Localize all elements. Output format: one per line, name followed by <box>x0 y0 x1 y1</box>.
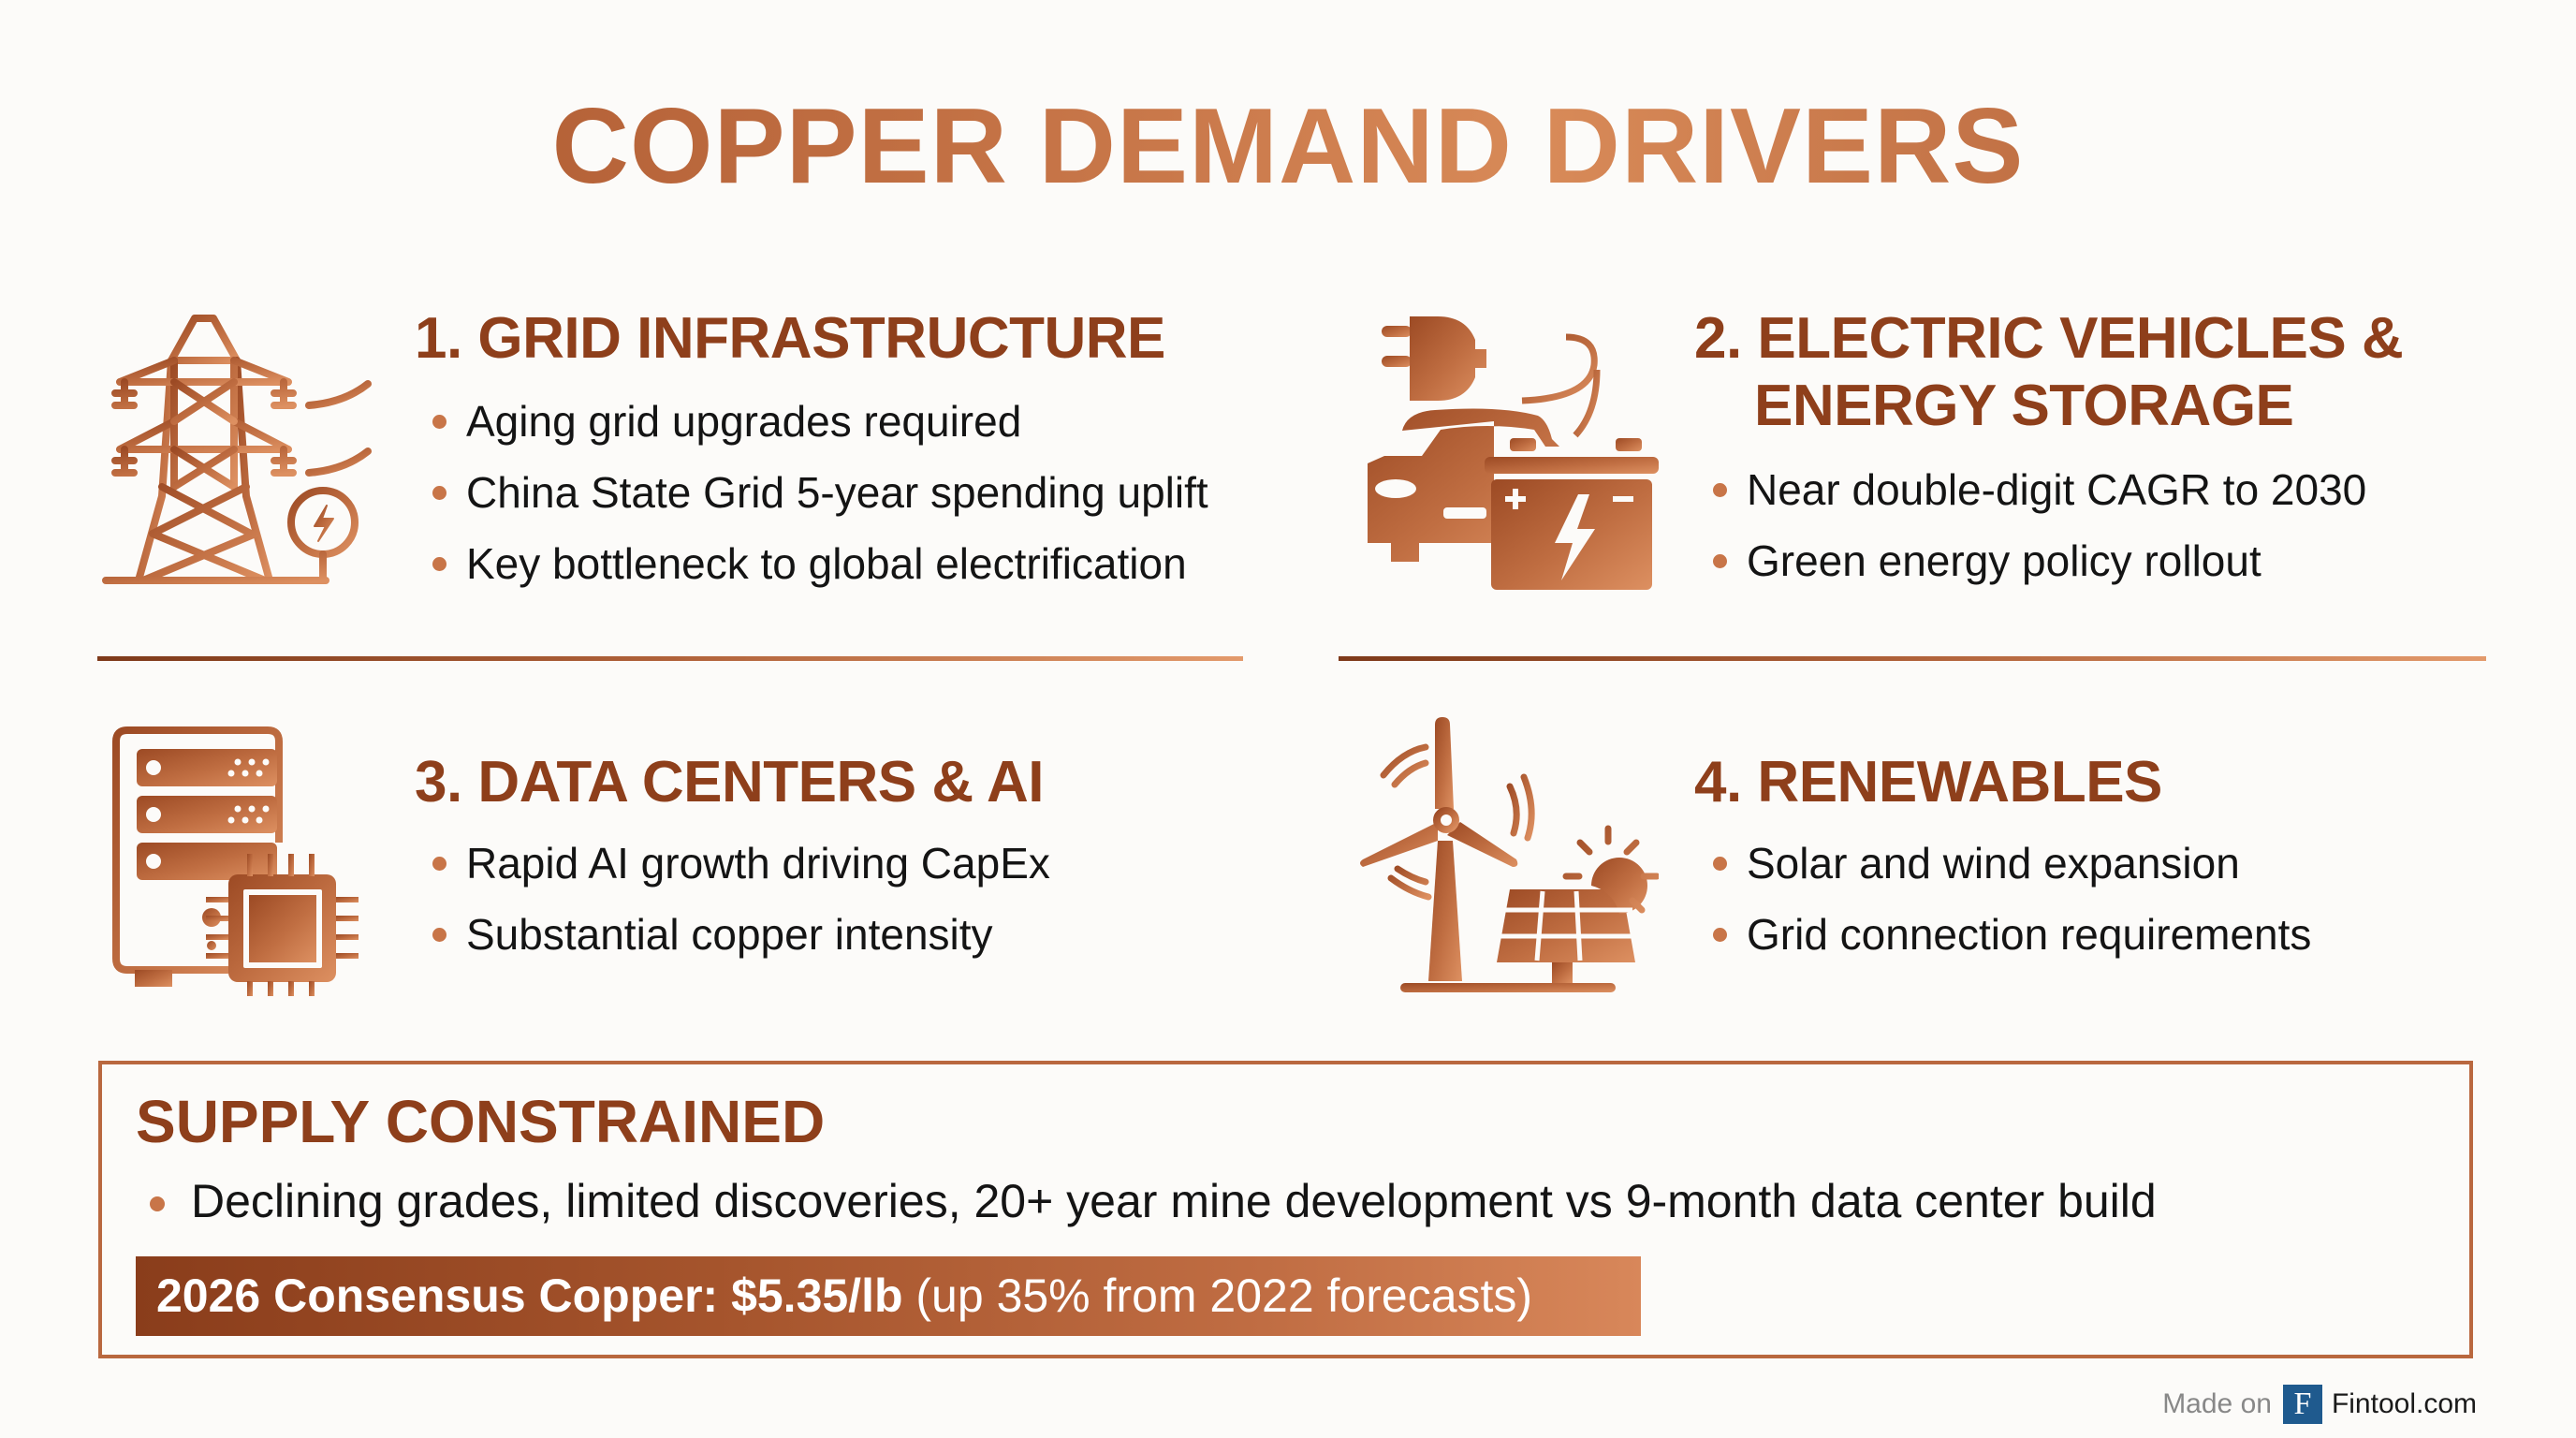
price-banner: 2026 Consensus Copper: $5.35/lb (up 35% … <box>136 1256 1641 1336</box>
list-item: Green energy policy rollout <box>1713 525 2366 596</box>
ev-battery-icon <box>1368 316 1659 590</box>
section-heading: 3. DATA CENTERS & AI <box>415 750 1045 814</box>
bullet-list: Solar and wind expansion Grid connection… <box>1713 828 2311 970</box>
server-chip-icon <box>112 726 359 996</box>
section-heading: 2. ELECTRIC VEHICLES & ENERGY STORAGE <box>1694 306 2404 438</box>
wind-solar-icon <box>1360 717 1659 992</box>
list-item: China State Grid 5-year spending uplift <box>432 457 1208 528</box>
supply-constrained-box <box>98 1061 2473 1358</box>
fintool-logo-icon: F <box>2282 1385 2322 1424</box>
made-on-label: Made on <box>2162 1388 2272 1419</box>
bullet-dot-icon <box>1713 928 1727 942</box>
bullet-list: Rapid AI growth driving CapEx Substantia… <box>432 828 1050 970</box>
list-item: Rapid AI growth driving CapEx <box>432 828 1050 899</box>
bullet-dot-icon <box>1713 483 1727 497</box>
section-heading: 4. RENEWABLES <box>1694 750 2162 814</box>
bullet-dot-icon <box>1713 857 1727 871</box>
list-item: Grid connection requirements <box>1713 899 2311 970</box>
bullet-dot-icon <box>432 928 446 942</box>
divider-left <box>97 656 1243 661</box>
fintool-link[interactable]: Fintool.com <box>2331 1388 2477 1419</box>
bullet-dot-icon <box>432 486 446 500</box>
footer-attribution[interactable]: Made on F Fintool.com <box>2162 1384 2477 1425</box>
bullet-dot-icon <box>432 857 446 871</box>
bullet-dot-icon <box>432 557 446 571</box>
list-item: Key bottleneck to global electrification <box>432 528 1208 599</box>
bullet-dot-icon <box>1713 554 1727 568</box>
bullet-dot-icon <box>432 415 446 429</box>
list-item: Solar and wind expansion <box>1713 828 2311 899</box>
price-change-note: (up 35% from 2022 forecasts) <box>902 1269 1533 1322</box>
bullet-list: Aging grid upgrades required China State… <box>432 386 1208 599</box>
list-item: Substantial copper intensity <box>432 899 1050 970</box>
supply-title: SUPPLY CONSTRAINED <box>136 1088 826 1155</box>
section-heading: 1. GRID INFRASTRUCTURE <box>415 306 1165 371</box>
bullet-dot-icon <box>150 1196 165 1211</box>
power-tower-icon <box>102 315 372 584</box>
bullet-list: Near double-digit CAGR to 2030 Green ene… <box>1713 454 2366 596</box>
divider-right <box>1339 656 2486 661</box>
price-consensus: 2026 Consensus Copper: $5.35/lb <box>156 1269 903 1322</box>
supply-bullet: Declining grades, limited discoveries, 2… <box>150 1166 2157 1237</box>
list-item: Aging grid upgrades required <box>432 386 1208 457</box>
page-title: COPPER DEMAND DRIVERS <box>0 86 2576 208</box>
list-item: Near double-digit CAGR to 2030 <box>1713 454 2366 525</box>
